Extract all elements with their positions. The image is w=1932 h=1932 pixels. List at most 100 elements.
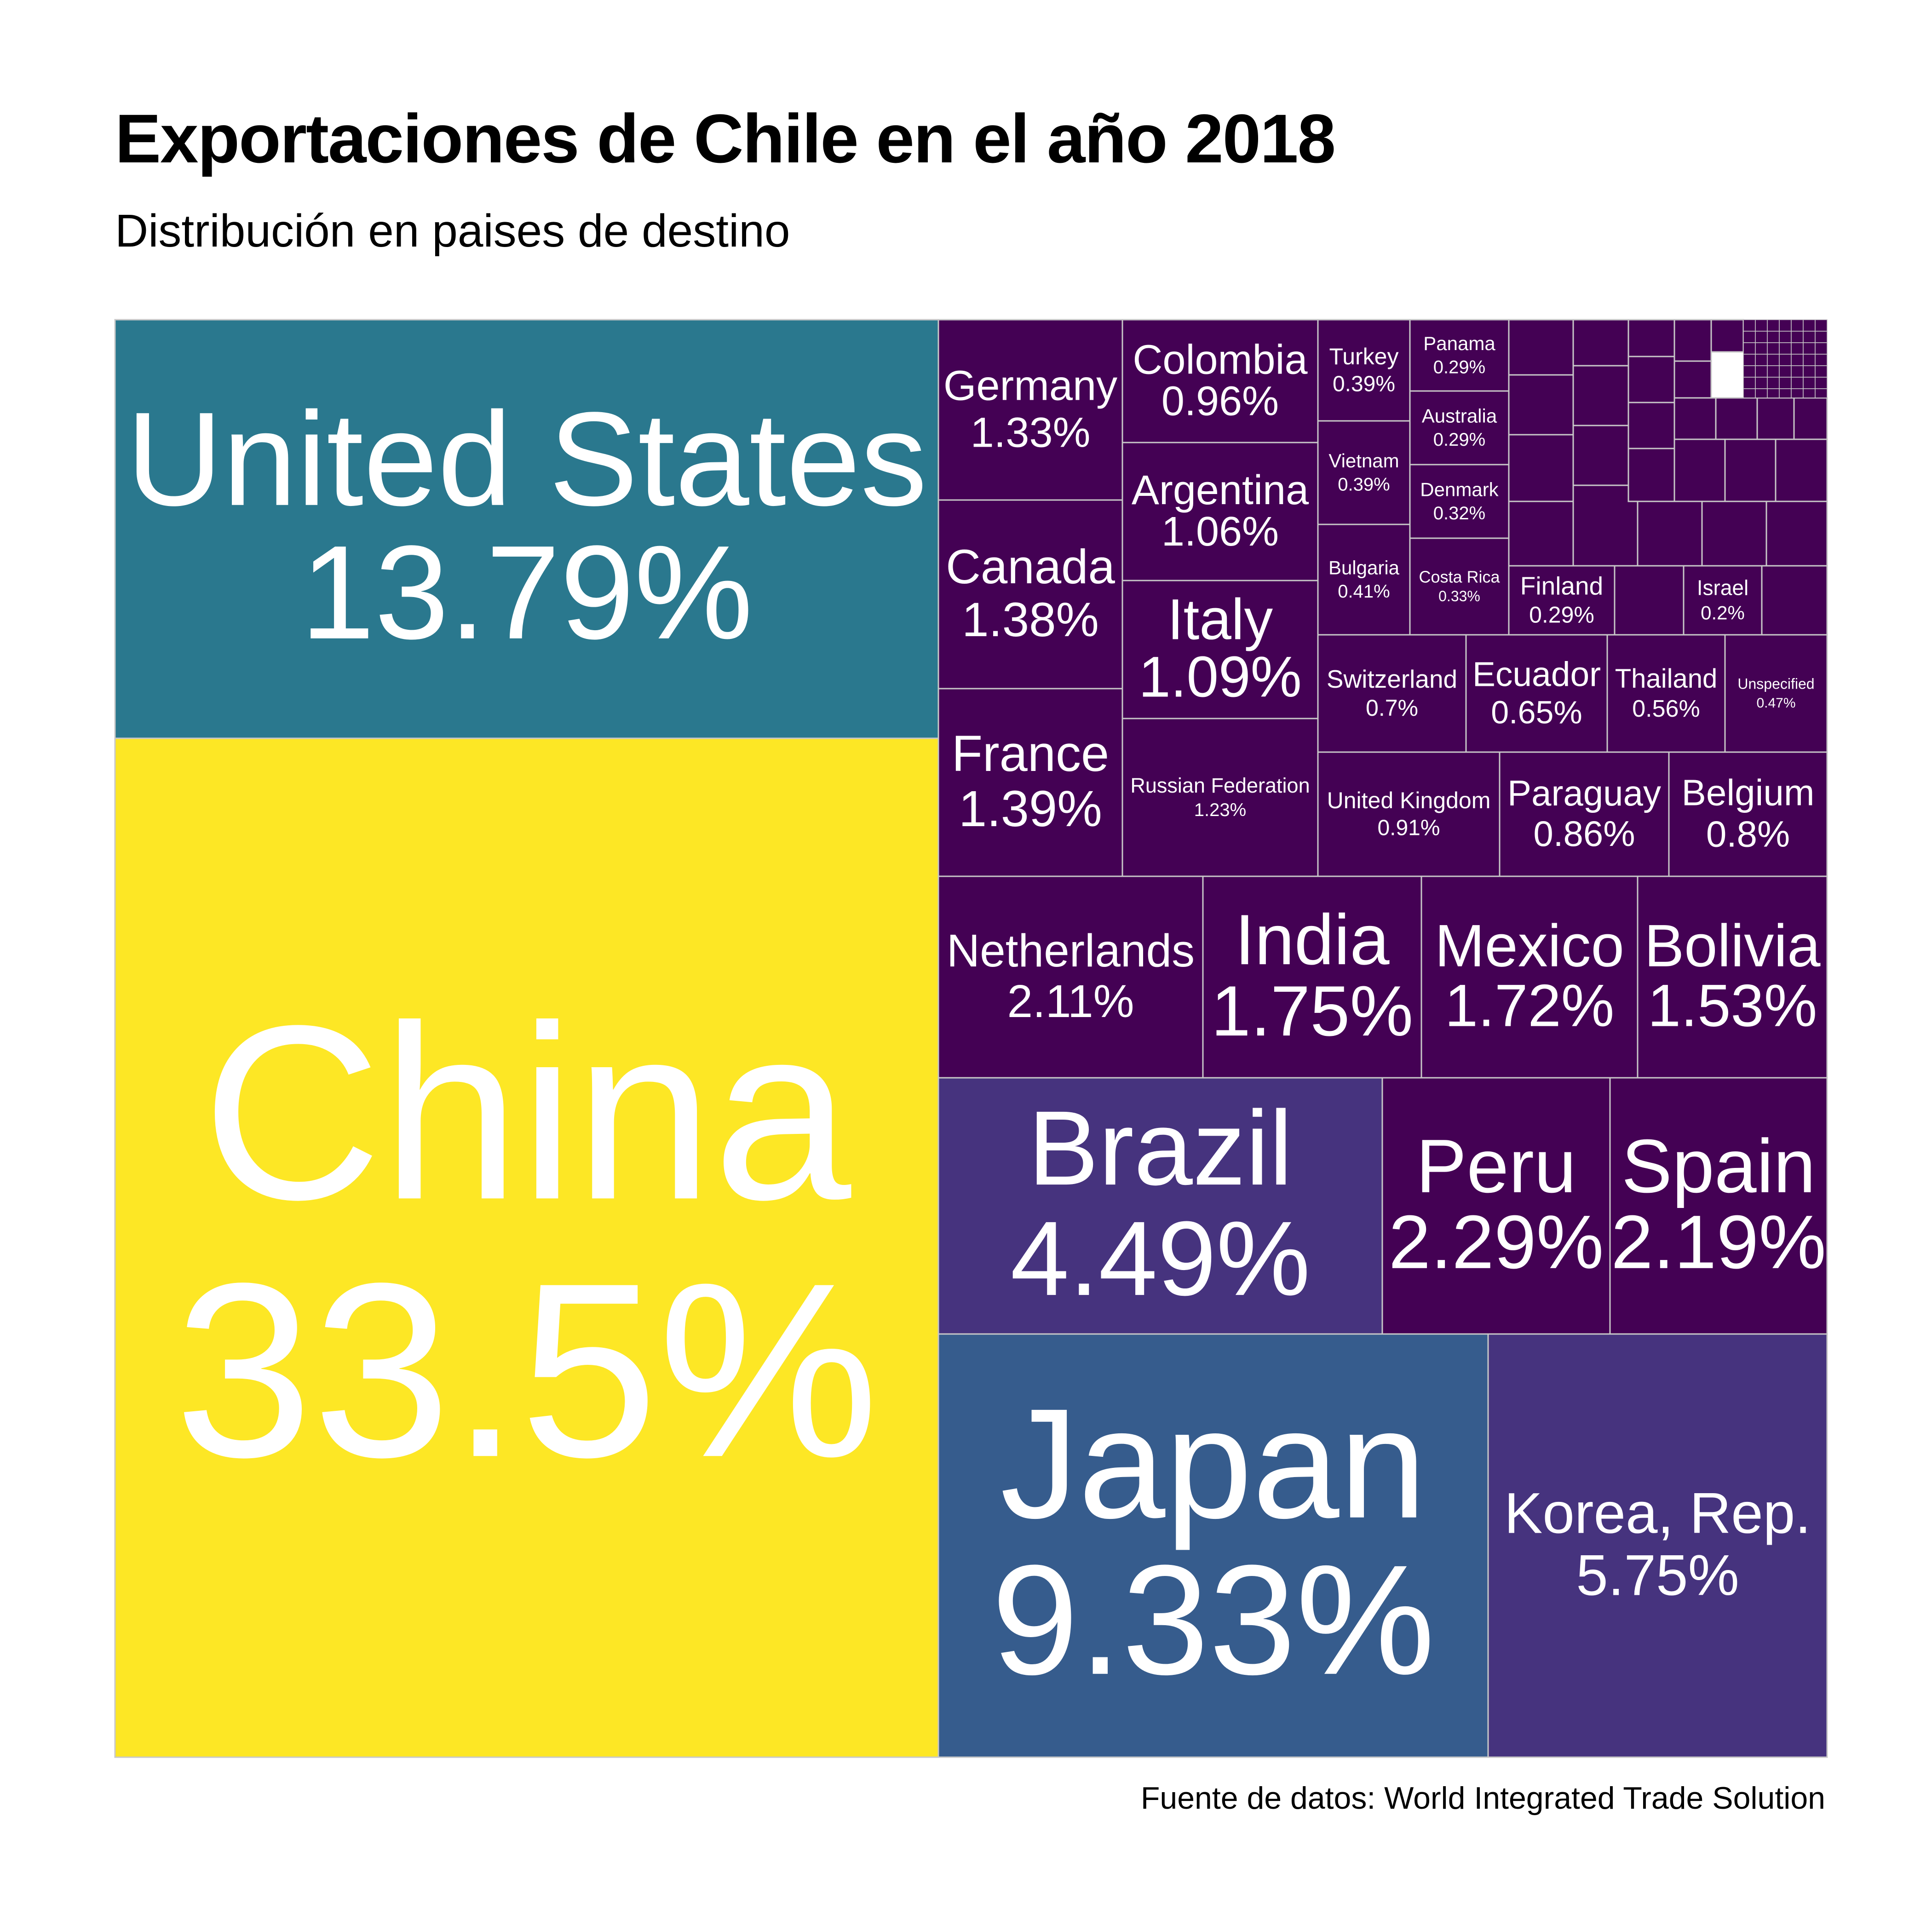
treemap-micro-cell bbox=[1803, 354, 1816, 366]
treemap-value-ecuador: 0.65% bbox=[1491, 694, 1582, 730]
treemap-rect-bulgaria bbox=[1317, 523, 1411, 636]
treemap-label-finland: Finland bbox=[1520, 572, 1603, 600]
treemap-cell-korea-rep: Korea, Rep.5.75% bbox=[1487, 1333, 1828, 1758]
treemap-micro-cell bbox=[1767, 365, 1780, 378]
treemap-value-korea-rep: 5.75% bbox=[1576, 1544, 1739, 1608]
treemap-rect-canada bbox=[937, 499, 1123, 690]
treemap-label-ecuador: Ecuador bbox=[1472, 655, 1601, 694]
treemap-minor-cell bbox=[1673, 360, 1712, 399]
treemap-rect-turkey bbox=[1317, 319, 1411, 422]
treemap-rect-india bbox=[1202, 875, 1422, 1079]
treemap-micro-cell bbox=[1803, 342, 1816, 355]
treemap-cell-costa-rica: Costa Rica 0.33% bbox=[1409, 537, 1510, 636]
treemap-value-paraguay: 0.86% bbox=[1533, 813, 1635, 854]
treemap-minor-cell bbox=[1637, 500, 1703, 567]
treemap-value-italy: 1.09% bbox=[1138, 645, 1301, 709]
chart-subtitle: Distribución en paises de destino bbox=[115, 205, 790, 257]
treemap-rect-russian-federation bbox=[1121, 718, 1319, 877]
treemap-label-japan: Japan bbox=[1000, 1376, 1426, 1552]
treemap-micro-cell bbox=[1755, 365, 1768, 378]
treemap-minor-cell bbox=[1701, 500, 1767, 567]
treemap-micro-cell bbox=[1815, 365, 1828, 378]
treemap-minor-cell bbox=[1572, 319, 1629, 367]
treemap-micro-cell bbox=[1743, 319, 1756, 332]
treemap-micro-cell bbox=[1755, 331, 1768, 343]
treemap-minor-cell bbox=[1765, 500, 1828, 567]
treemap-minor-cell bbox=[1627, 319, 1675, 357]
treemap-micro-cell bbox=[1767, 354, 1780, 366]
treemap-rect-japan bbox=[937, 1333, 1489, 1758]
treemap-value-unspecified: 0.47% bbox=[1756, 696, 1795, 711]
treemap-value-russian-federation: 1.23% bbox=[1194, 800, 1246, 820]
treemap-micro-cell bbox=[1803, 365, 1816, 378]
treemap-label-korea-rep: Korea, Rep. bbox=[1504, 1482, 1811, 1546]
treemap-value-spain: 2.19% bbox=[1611, 1200, 1826, 1284]
treemap-cell-turkey: Turkey 0.39% bbox=[1317, 319, 1411, 422]
treemap-rect-vietnam bbox=[1317, 420, 1411, 525]
treemap-minor-cell bbox=[1724, 438, 1777, 502]
treemap-micro-cell bbox=[1743, 354, 1756, 366]
treemap-label-turkey: Turkey bbox=[1329, 344, 1399, 369]
treemap-minor-cell bbox=[1572, 484, 1639, 567]
treemap-minor-cell bbox=[1508, 500, 1574, 567]
treemap-label-india: India bbox=[1235, 900, 1390, 979]
treemap-cell-panama: Panama 0.29% bbox=[1409, 319, 1510, 392]
treemap-rect-unspecified bbox=[1724, 634, 1828, 753]
treemap-minor-cell bbox=[1761, 565, 1828, 636]
treemap-micro-cell bbox=[1767, 319, 1780, 332]
treemap-label-israel: Israel bbox=[1697, 576, 1748, 600]
treemap-label-russian-federation: Russian Federation bbox=[1130, 774, 1310, 797]
treemap-minor-cell bbox=[1627, 448, 1675, 502]
treemap-minor-cell bbox=[1508, 434, 1574, 502]
treemap-rect-germany bbox=[937, 319, 1123, 501]
treemap-value-germany: 1.33% bbox=[971, 409, 1091, 456]
treemap-micro-cell bbox=[1767, 388, 1780, 398]
treemap-value-panama: 0.29% bbox=[1433, 357, 1485, 377]
treemap-value-switzerland: 0.7% bbox=[1366, 695, 1418, 721]
treemap-label-china: China bbox=[202, 974, 853, 1251]
treemap-micro-cell bbox=[1743, 342, 1756, 355]
treemap-rect-united-states bbox=[114, 319, 939, 739]
treemap-label-colombia: Colombia bbox=[1133, 337, 1308, 383]
treemap-micro-cell bbox=[1755, 319, 1768, 332]
treemap-micro-cell bbox=[1767, 331, 1780, 343]
treemap-rect-brazil bbox=[937, 1077, 1383, 1335]
treemap-value-canada: 1.38% bbox=[962, 593, 1099, 647]
treemap-micro-cell bbox=[1755, 342, 1768, 355]
treemap-micro-cell bbox=[1791, 342, 1804, 355]
treemap-rect-united-kingdom bbox=[1317, 751, 1501, 877]
treemap-minor-cell bbox=[1627, 402, 1675, 449]
treemap-rect-peru bbox=[1381, 1077, 1611, 1335]
treemap-micro-cell bbox=[1803, 388, 1816, 398]
treemap-minor-cell bbox=[1614, 565, 1685, 636]
treemap-value-vietnam: 0.39% bbox=[1338, 474, 1390, 494]
treemap-micro-cell bbox=[1779, 354, 1792, 366]
treemap-micro-cell bbox=[1743, 331, 1756, 343]
treemap-rect-finland bbox=[1508, 565, 1616, 636]
treemap-value-japan: 9.33% bbox=[991, 1533, 1435, 1708]
treemap-label-united-kingdom: United Kingdom bbox=[1327, 788, 1491, 813]
treemap-value-china: 33.5% bbox=[174, 1231, 879, 1509]
treemap-value-turkey: 0.39% bbox=[1333, 372, 1395, 396]
treemap-minor-cell bbox=[1673, 319, 1712, 362]
treemap-label-argentina: Argentina bbox=[1132, 467, 1309, 513]
treemap-minor-cell bbox=[1715, 397, 1758, 440]
treemap-rect-bolivia bbox=[1637, 875, 1828, 1079]
treemap-micro-cell bbox=[1815, 342, 1828, 355]
treemap-value-netherlands: 2.11% bbox=[1007, 976, 1134, 1027]
treemap-micro-cell bbox=[1791, 388, 1804, 398]
treemap-value-mexico: 1.72% bbox=[1445, 972, 1615, 1039]
treemap-rect-denmark bbox=[1409, 464, 1510, 539]
treemap-micro-cell bbox=[1743, 388, 1756, 398]
treemap-rect-spain bbox=[1609, 1077, 1828, 1335]
